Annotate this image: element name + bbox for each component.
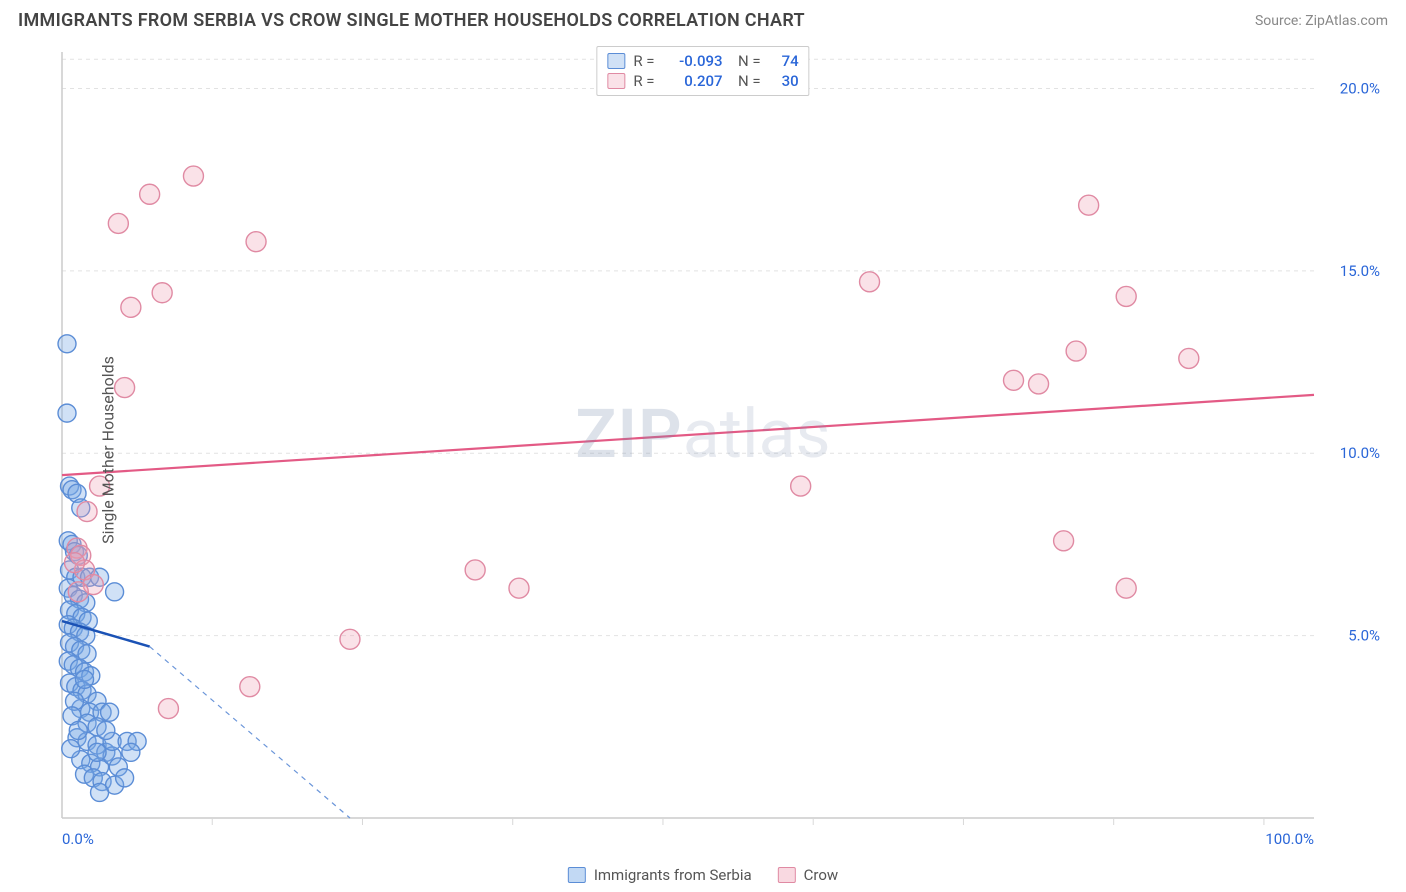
source-label: Source:: [1255, 13, 1302, 29]
r-label: R =: [633, 52, 654, 70]
data-point: [77, 502, 97, 522]
data-point: [76, 670, 94, 688]
svg-text:0.0%: 0.0%: [62, 830, 94, 848]
n-label: N =: [731, 52, 761, 70]
stats-row: R = -0.093 N = 74: [607, 51, 798, 71]
data-point: [152, 283, 172, 303]
data-point: [183, 166, 203, 186]
svg-text:15.0%: 15.0%: [1340, 262, 1380, 280]
svg-text:20.0%: 20.0%: [1340, 79, 1380, 97]
data-point: [240, 677, 260, 697]
scatter-chart: 0.0% 100.0% 5.0% 10.0% 15.0% 20.0%: [18, 44, 1388, 856]
series-legend: Immigrants from Serbia Crow: [568, 866, 838, 884]
n-value: 30: [769, 72, 799, 90]
svg-text:100.0%: 100.0%: [1265, 830, 1314, 848]
svg-text:5.0%: 5.0%: [1348, 627, 1380, 645]
swatch-icon: [778, 867, 796, 883]
legend-item: Immigrants from Serbia: [568, 866, 752, 884]
trend-line: [62, 395, 1314, 475]
data-point: [58, 335, 76, 353]
data-point: [1004, 370, 1024, 390]
data-point: [1116, 578, 1136, 598]
n-value: 74: [769, 52, 799, 70]
data-point: [65, 553, 85, 573]
stats-legend: R = -0.093 N = 74 R = 0.207 N = 30: [596, 46, 809, 96]
source-name: ZipAtlas.com: [1305, 13, 1388, 29]
data-point: [465, 560, 485, 580]
legend-label: Crow: [804, 866, 839, 884]
data-point: [246, 232, 266, 252]
chart-title: IMMIGRANTS FROM SERBIA VS CROW SINGLE MO…: [18, 10, 805, 31]
data-point: [340, 629, 360, 649]
data-point: [1029, 374, 1049, 394]
data-point: [860, 272, 880, 292]
data-point: [97, 721, 115, 739]
data-point: [158, 699, 178, 719]
data-point: [68, 582, 88, 602]
swatch-icon: [607, 73, 625, 89]
header: IMMIGRANTS FROM SERBIA VS CROW SINGLE MO…: [0, 0, 1406, 37]
trend-line-dashed: [150, 647, 350, 818]
data-point: [58, 404, 76, 422]
n-label: N =: [731, 72, 761, 90]
swatch-icon: [568, 867, 586, 883]
data-point: [1054, 531, 1074, 551]
data-point: [791, 476, 811, 496]
chart-container: Single Mother Households R = -0.093 N = 74…: [18, 44, 1388, 856]
data-point: [122, 743, 140, 761]
swatch-icon: [607, 53, 625, 69]
data-point: [115, 378, 135, 398]
data-point: [1079, 195, 1099, 215]
data-point: [88, 743, 106, 761]
data-point: [106, 583, 124, 601]
data-point: [1066, 341, 1086, 361]
data-point: [509, 578, 529, 598]
data-point: [101, 703, 119, 721]
y-axis-label: Single Mother Households: [98, 356, 117, 544]
data-point: [121, 297, 141, 317]
data-point: [1179, 348, 1199, 368]
data-point: [116, 769, 134, 787]
svg-text:10.0%: 10.0%: [1340, 444, 1380, 462]
legend-label: Immigrants from Serbia: [594, 866, 752, 884]
data-point: [140, 184, 160, 204]
r-label: R =: [633, 72, 654, 90]
data-point: [1116, 286, 1136, 306]
r-value: 0.207: [663, 72, 723, 90]
data-point: [91, 783, 109, 801]
data-point: [108, 213, 128, 233]
r-value: -0.093: [663, 52, 723, 70]
data-point: [62, 740, 80, 758]
stats-row: R = 0.207 N = 30: [607, 71, 798, 91]
source-credit: Source: ZipAtlas.com: [1255, 13, 1388, 29]
data-point: [69, 721, 87, 739]
legend-item: Crow: [778, 866, 839, 884]
